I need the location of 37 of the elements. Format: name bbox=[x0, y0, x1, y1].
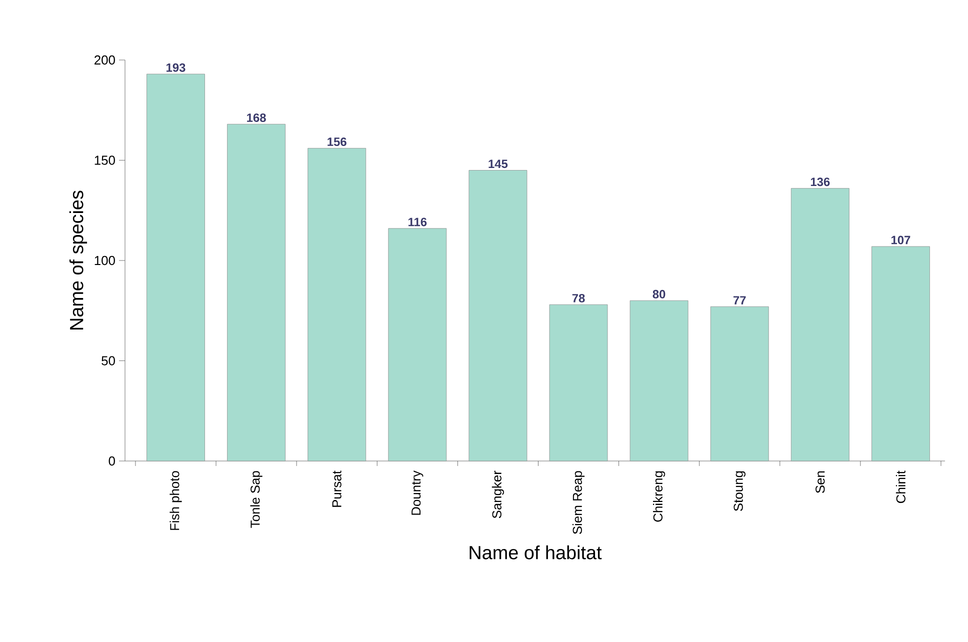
x-tick-label: Stoung bbox=[734, 471, 746, 511]
data-label: 193 bbox=[166, 63, 186, 72]
x-tick-label: Chikreng bbox=[653, 471, 666, 522]
x-tick-label: Fish photo bbox=[170, 471, 182, 530]
data-label: 116 bbox=[408, 218, 427, 226]
x-tick-label: Pursat bbox=[332, 470, 342, 507]
x-tick-label: Siem Reap bbox=[572, 471, 585, 534]
bar bbox=[468, 170, 528, 462]
y-tick-label: 200 bbox=[94, 55, 115, 65]
data-label: 77 bbox=[733, 296, 746, 304]
x-axis-title: Name of habitat bbox=[470, 545, 602, 560]
bar bbox=[549, 304, 608, 462]
data-label: 78 bbox=[572, 294, 585, 302]
y-axis-title: Name of species bbox=[69, 190, 88, 330]
bar bbox=[146, 74, 205, 462]
data-label: 107 bbox=[891, 236, 910, 244]
data-label: 156 bbox=[328, 138, 346, 146]
bar bbox=[710, 306, 769, 462]
x-tick-label: Chinit bbox=[896, 470, 906, 503]
y-tick-label: 150 bbox=[94, 156, 115, 165]
data-label: 136 bbox=[810, 178, 830, 186]
data-label: 80 bbox=[652, 290, 666, 298]
bar bbox=[790, 188, 850, 462]
bar bbox=[308, 148, 366, 462]
data-label: 145 bbox=[488, 160, 508, 168]
bar bbox=[630, 300, 688, 462]
y-tick-label: 50 bbox=[102, 356, 115, 366]
x-tick-label: Sen bbox=[816, 471, 825, 493]
y-tick-label: 100 bbox=[94, 256, 115, 266]
bar bbox=[388, 228, 447, 462]
data-label: 168 bbox=[247, 113, 266, 122]
bar bbox=[227, 124, 286, 462]
y-tick-label: 0 bbox=[108, 456, 115, 466]
x-tick-label: Tonle Sap bbox=[250, 471, 262, 528]
x-tick-label: Dountry bbox=[412, 470, 424, 515]
bar bbox=[872, 246, 930, 462]
x-tick-label: Sangker bbox=[492, 470, 504, 518]
